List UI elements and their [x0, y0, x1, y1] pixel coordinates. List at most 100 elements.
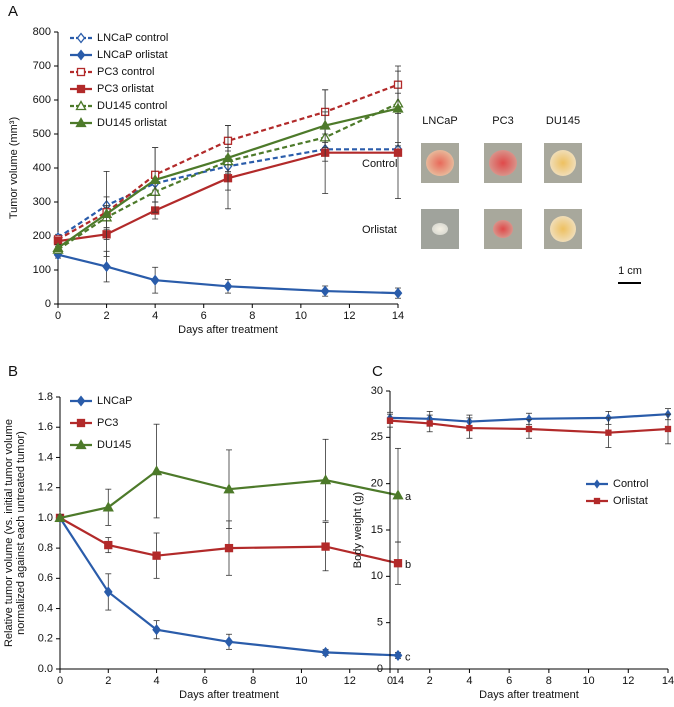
y-tick-label: 0.6	[38, 572, 53, 584]
legend-label: DU145 orlistat	[97, 117, 167, 129]
series-line	[59, 517, 399, 657]
y-tick-label: 30	[371, 385, 383, 397]
tumor	[489, 150, 517, 176]
y-tick-label: 400	[33, 162, 51, 174]
panel-label: A	[8, 3, 18, 20]
marker	[426, 420, 433, 427]
marker	[321, 646, 330, 658]
y-tick-label: 25	[371, 431, 383, 443]
x-axis-label: Days after treatment	[479, 689, 579, 701]
legend-label: Control	[613, 478, 648, 490]
marker	[103, 586, 113, 598]
y-tick-label: 20	[371, 478, 383, 490]
marker	[75, 439, 87, 450]
y-tick-label: 100	[33, 264, 51, 276]
y-axis-label: Relative tumor volume (vs. initial tumor…	[3, 419, 15, 647]
y-tick-label: 1.0	[38, 512, 53, 524]
y-tick-label: 1.8	[38, 391, 53, 403]
y-tick-label: 500	[33, 128, 51, 140]
x-tick-label: 12	[622, 675, 634, 687]
x-tick-label: 6	[506, 675, 512, 687]
marker	[393, 649, 403, 661]
tumor	[493, 220, 513, 238]
y-axis-label: normalized against each untreated tumor)	[15, 431, 27, 635]
marker	[76, 395, 86, 407]
legend-label: LNCaP control	[97, 32, 168, 44]
y-tick-label: 1.6	[38, 421, 53, 433]
y-tick-label: 10	[371, 570, 383, 582]
series-line	[57, 151, 398, 243]
marker	[152, 551, 161, 560]
marker	[664, 425, 672, 433]
x-tick-label: 8	[546, 675, 552, 687]
marker	[76, 32, 86, 44]
x-tick-label: 4	[152, 310, 158, 322]
end-label: a	[405, 491, 412, 503]
y-tick-label: 15	[371, 524, 383, 536]
y-tick-label: 1.4	[38, 451, 53, 463]
legend-label: PC3	[97, 417, 118, 429]
y-tick-label: 300	[33, 196, 51, 208]
legend-label: LNCaP orlistat	[97, 49, 168, 61]
y-tick-label: 0.0	[38, 663, 53, 675]
photo-panel: LNCaP PC3 DU145 Control Orlistat 1 cm	[362, 115, 642, 284]
legend-label: Orlistat	[613, 495, 648, 507]
x-tick-label: 10	[582, 675, 594, 687]
marker	[223, 483, 235, 494]
x-axis-label: Days after treatment	[178, 324, 278, 336]
marker	[392, 102, 404, 113]
x-tick-label: 2	[427, 675, 433, 687]
series-line	[59, 469, 399, 519]
column-label: PC3	[492, 115, 513, 127]
y-tick-label: 600	[33, 94, 51, 106]
marker	[54, 512, 66, 523]
marker	[223, 280, 233, 292]
marker	[319, 474, 332, 485]
tumor	[426, 150, 454, 176]
marker	[150, 465, 163, 476]
marker	[75, 100, 87, 111]
marker	[320, 285, 330, 297]
marker	[102, 501, 114, 512]
panel-label: C	[372, 363, 383, 380]
marker	[104, 540, 113, 550]
x-tick-label: 4	[154, 675, 160, 687]
x-tick-label: 8	[250, 675, 256, 687]
marker	[393, 148, 403, 157]
marker	[52, 242, 64, 253]
legend-label: PC3 control	[97, 66, 154, 78]
row-label: Control	[362, 158, 397, 170]
tumor	[432, 223, 448, 235]
y-tick-label: 0.4	[38, 602, 53, 614]
column-label: DU145	[546, 115, 580, 127]
x-tick-label: 4	[466, 675, 472, 687]
marker	[593, 479, 601, 489]
marker	[393, 559, 403, 568]
marker	[224, 636, 234, 648]
marker	[152, 624, 161, 636]
end-label: b	[405, 559, 411, 571]
tumor	[550, 150, 576, 176]
y-tick-label: 0.8	[38, 542, 53, 554]
x-tick-label: 2	[105, 675, 111, 687]
y-tick-label: 0.2	[38, 633, 53, 645]
x-tick-label: 8	[249, 310, 255, 322]
series-line	[57, 253, 399, 295]
y-tick-label: 200	[33, 230, 51, 242]
y-tick-label: 700	[33, 60, 51, 72]
marker	[76, 418, 86, 428]
y-axis-label: Body weight (g)	[352, 492, 364, 568]
x-tick-label: 10	[295, 310, 307, 322]
marker	[392, 489, 404, 500]
x-axis-label: Days after treatment	[179, 689, 279, 701]
series-line	[389, 413, 669, 423]
x-tick-label: 0	[57, 675, 63, 687]
marker	[224, 543, 234, 553]
x-tick-label: 14	[662, 675, 674, 687]
marker	[150, 274, 160, 286]
marker	[319, 119, 331, 130]
end-label: c	[405, 651, 411, 663]
y-tick-label: 1.2	[38, 482, 53, 494]
marker	[149, 174, 161, 185]
marker	[75, 117, 87, 128]
